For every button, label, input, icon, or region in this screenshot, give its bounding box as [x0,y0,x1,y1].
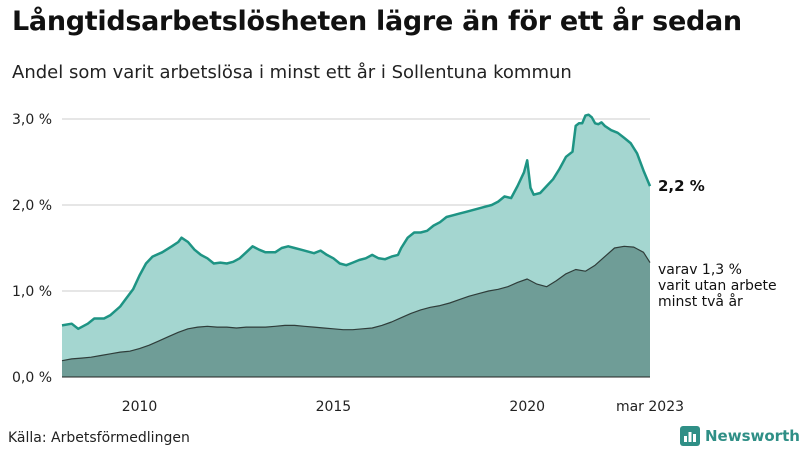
chart-title: Långtidsarbetslösheten lägre än för ett … [12,6,742,37]
end-label-sub-line-1: varav 1,3 % [658,262,742,278]
y-tick-label-2: 2,0 % [12,198,52,214]
brand-logo[interactable]: Newsworthy [680,426,800,446]
y-tick-label-1: 1,0 % [12,284,52,300]
end-label-sub: varav 1,3 % varit utan arbete minst två … [658,262,781,310]
line-sub [61,245,651,362]
y-tick-label-0: 0,0 % [12,370,52,386]
y-axis-ticks: 0,0 % 1,0 % 2,0 % 3,0 % [12,112,52,386]
end-label-sub-line-2: varit utan arbete [658,278,777,294]
line-total [61,113,652,331]
x-tick-label-2: 2020 [509,399,545,415]
x-tick-label-3: mar 2023 [616,399,684,415]
newsworthy-logo-icon [680,426,700,446]
end-label-sub-line-3: minst två år [658,293,743,310]
x-axis-ticks: 2010 2015 2020 mar 2023 [122,399,684,415]
x-tick-label-1: 2015 [316,399,352,415]
brand-name: Newsworthy [705,427,800,445]
source-note: Källa: Arbetsförmedlingen [8,430,190,446]
x-tick-label-0: 2010 [122,399,158,415]
area-sub [62,246,650,377]
chart-subtitle: Andel som varit arbetslösa i minst ett å… [12,62,572,83]
end-label-total: 2,2 % [658,177,705,195]
y-tick-label-3: 3,0 % [12,112,52,128]
